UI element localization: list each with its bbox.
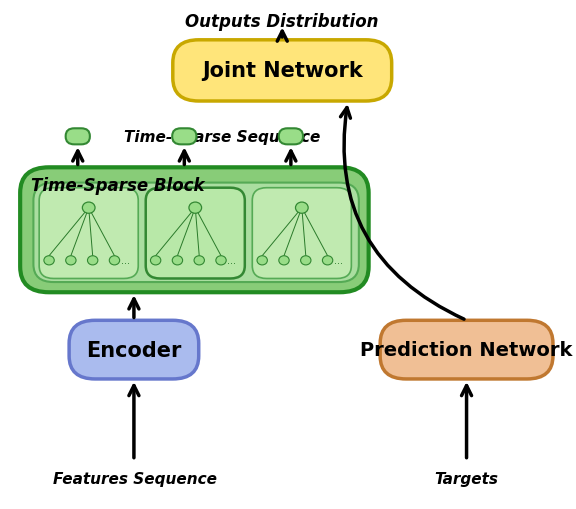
FancyBboxPatch shape [20, 168, 369, 293]
FancyBboxPatch shape [39, 188, 138, 279]
Circle shape [82, 203, 95, 214]
Circle shape [323, 256, 333, 265]
Circle shape [189, 203, 202, 214]
Circle shape [216, 256, 226, 265]
Circle shape [301, 256, 311, 265]
Circle shape [257, 256, 267, 265]
Circle shape [66, 256, 76, 265]
Text: Encoder: Encoder [86, 340, 181, 360]
FancyBboxPatch shape [66, 129, 90, 145]
FancyBboxPatch shape [33, 183, 359, 282]
FancyBboxPatch shape [252, 188, 351, 279]
Text: ...: ... [228, 256, 236, 266]
Circle shape [172, 256, 183, 265]
FancyBboxPatch shape [69, 321, 199, 379]
Text: Targets: Targets [434, 471, 499, 486]
FancyBboxPatch shape [172, 129, 196, 145]
Circle shape [150, 256, 161, 265]
Text: Outputs Distribution: Outputs Distribution [185, 13, 379, 31]
Circle shape [279, 256, 289, 265]
Text: Time-Sparse Block: Time-Sparse Block [31, 177, 204, 195]
FancyBboxPatch shape [279, 129, 303, 145]
Text: Prediction Network: Prediction Network [361, 341, 573, 359]
Circle shape [295, 203, 308, 214]
Circle shape [109, 256, 120, 265]
FancyBboxPatch shape [173, 41, 392, 102]
Text: ...: ... [121, 256, 130, 266]
FancyBboxPatch shape [380, 321, 553, 379]
FancyBboxPatch shape [146, 188, 245, 279]
Text: Joint Network: Joint Network [202, 61, 363, 81]
Circle shape [88, 256, 98, 265]
Text: Time-Sparse Sequence: Time-Sparse Sequence [124, 130, 320, 145]
Circle shape [194, 256, 204, 265]
Text: ...: ... [334, 256, 343, 266]
Text: Features Sequence: Features Sequence [54, 471, 217, 486]
Circle shape [44, 256, 54, 265]
